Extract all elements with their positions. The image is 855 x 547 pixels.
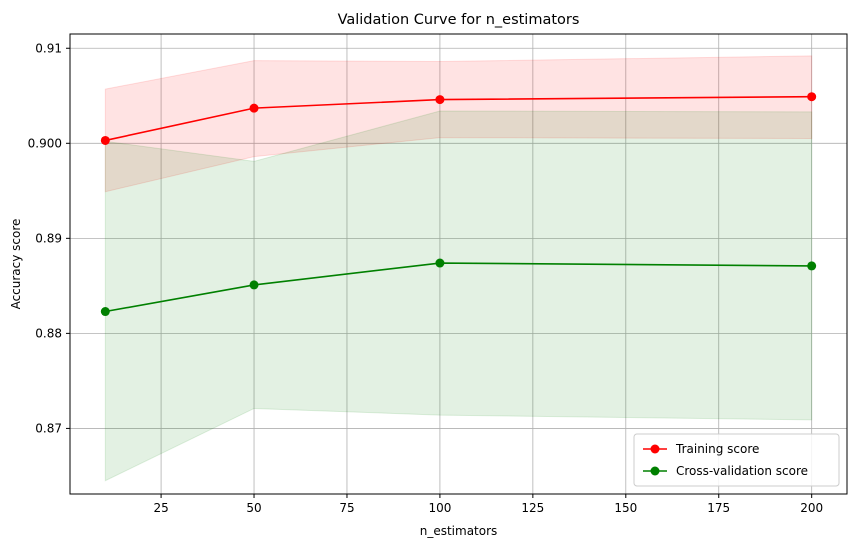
data-point-cross-validation [807, 261, 817, 271]
confidence-bands [104, 55, 813, 482]
series-line-cross-validation [105, 262, 812, 313]
x-tick-label: 125 [521, 501, 544, 515]
series-lines [100, 92, 817, 317]
data-point-cross-validation [249, 280, 259, 290]
chart-title: Validation Curve for n_estimators [338, 12, 580, 28]
confidence-band-cross-validation [104, 110, 813, 482]
data-point-training [807, 92, 817, 102]
x-tick-label: 150 [614, 501, 637, 515]
x-tick-label: 175 [707, 501, 730, 515]
x-tick-label: 50 [246, 501, 261, 515]
legend-marker [650, 466, 660, 476]
legend-label: Cross-validation score [676, 464, 808, 478]
x-tick-label: 100 [428, 501, 451, 515]
y-tick-label: 0.91 [35, 41, 62, 55]
data-point-training [435, 95, 445, 105]
x-tick-label: 75 [339, 501, 354, 515]
y-tick-label: 0.89 [35, 231, 62, 245]
data-point-training [249, 103, 259, 113]
x-tick-label: 200 [800, 501, 823, 515]
x-axis-ticks: 25 50 75 100 125 150 175 200 [153, 494, 823, 515]
legend: Training score Cross-validation score [633, 433, 840, 487]
data-point-cross-validation [100, 307, 110, 317]
data-point-cross-validation [435, 258, 445, 268]
legend-label: Training score [675, 442, 759, 456]
x-axis-label: n_estimators [420, 524, 498, 538]
y-tick-label: 0.900 [28, 136, 62, 150]
y-axis-ticks: 0.87 0.88 0.89 0.900 0.91 [28, 41, 70, 435]
series-line-training [105, 95, 812, 142]
y-tick-label: 0.88 [35, 326, 62, 340]
legend-box [633, 433, 840, 487]
x-tick-label: 25 [153, 501, 168, 515]
y-tick-label: 0.87 [35, 421, 62, 435]
confidence-band-training [104, 55, 813, 193]
y-axis-label: Accuracy score [9, 219, 23, 310]
legend-marker [650, 444, 660, 454]
data-point-training [100, 135, 110, 145]
plot-frame [69, 33, 848, 495]
